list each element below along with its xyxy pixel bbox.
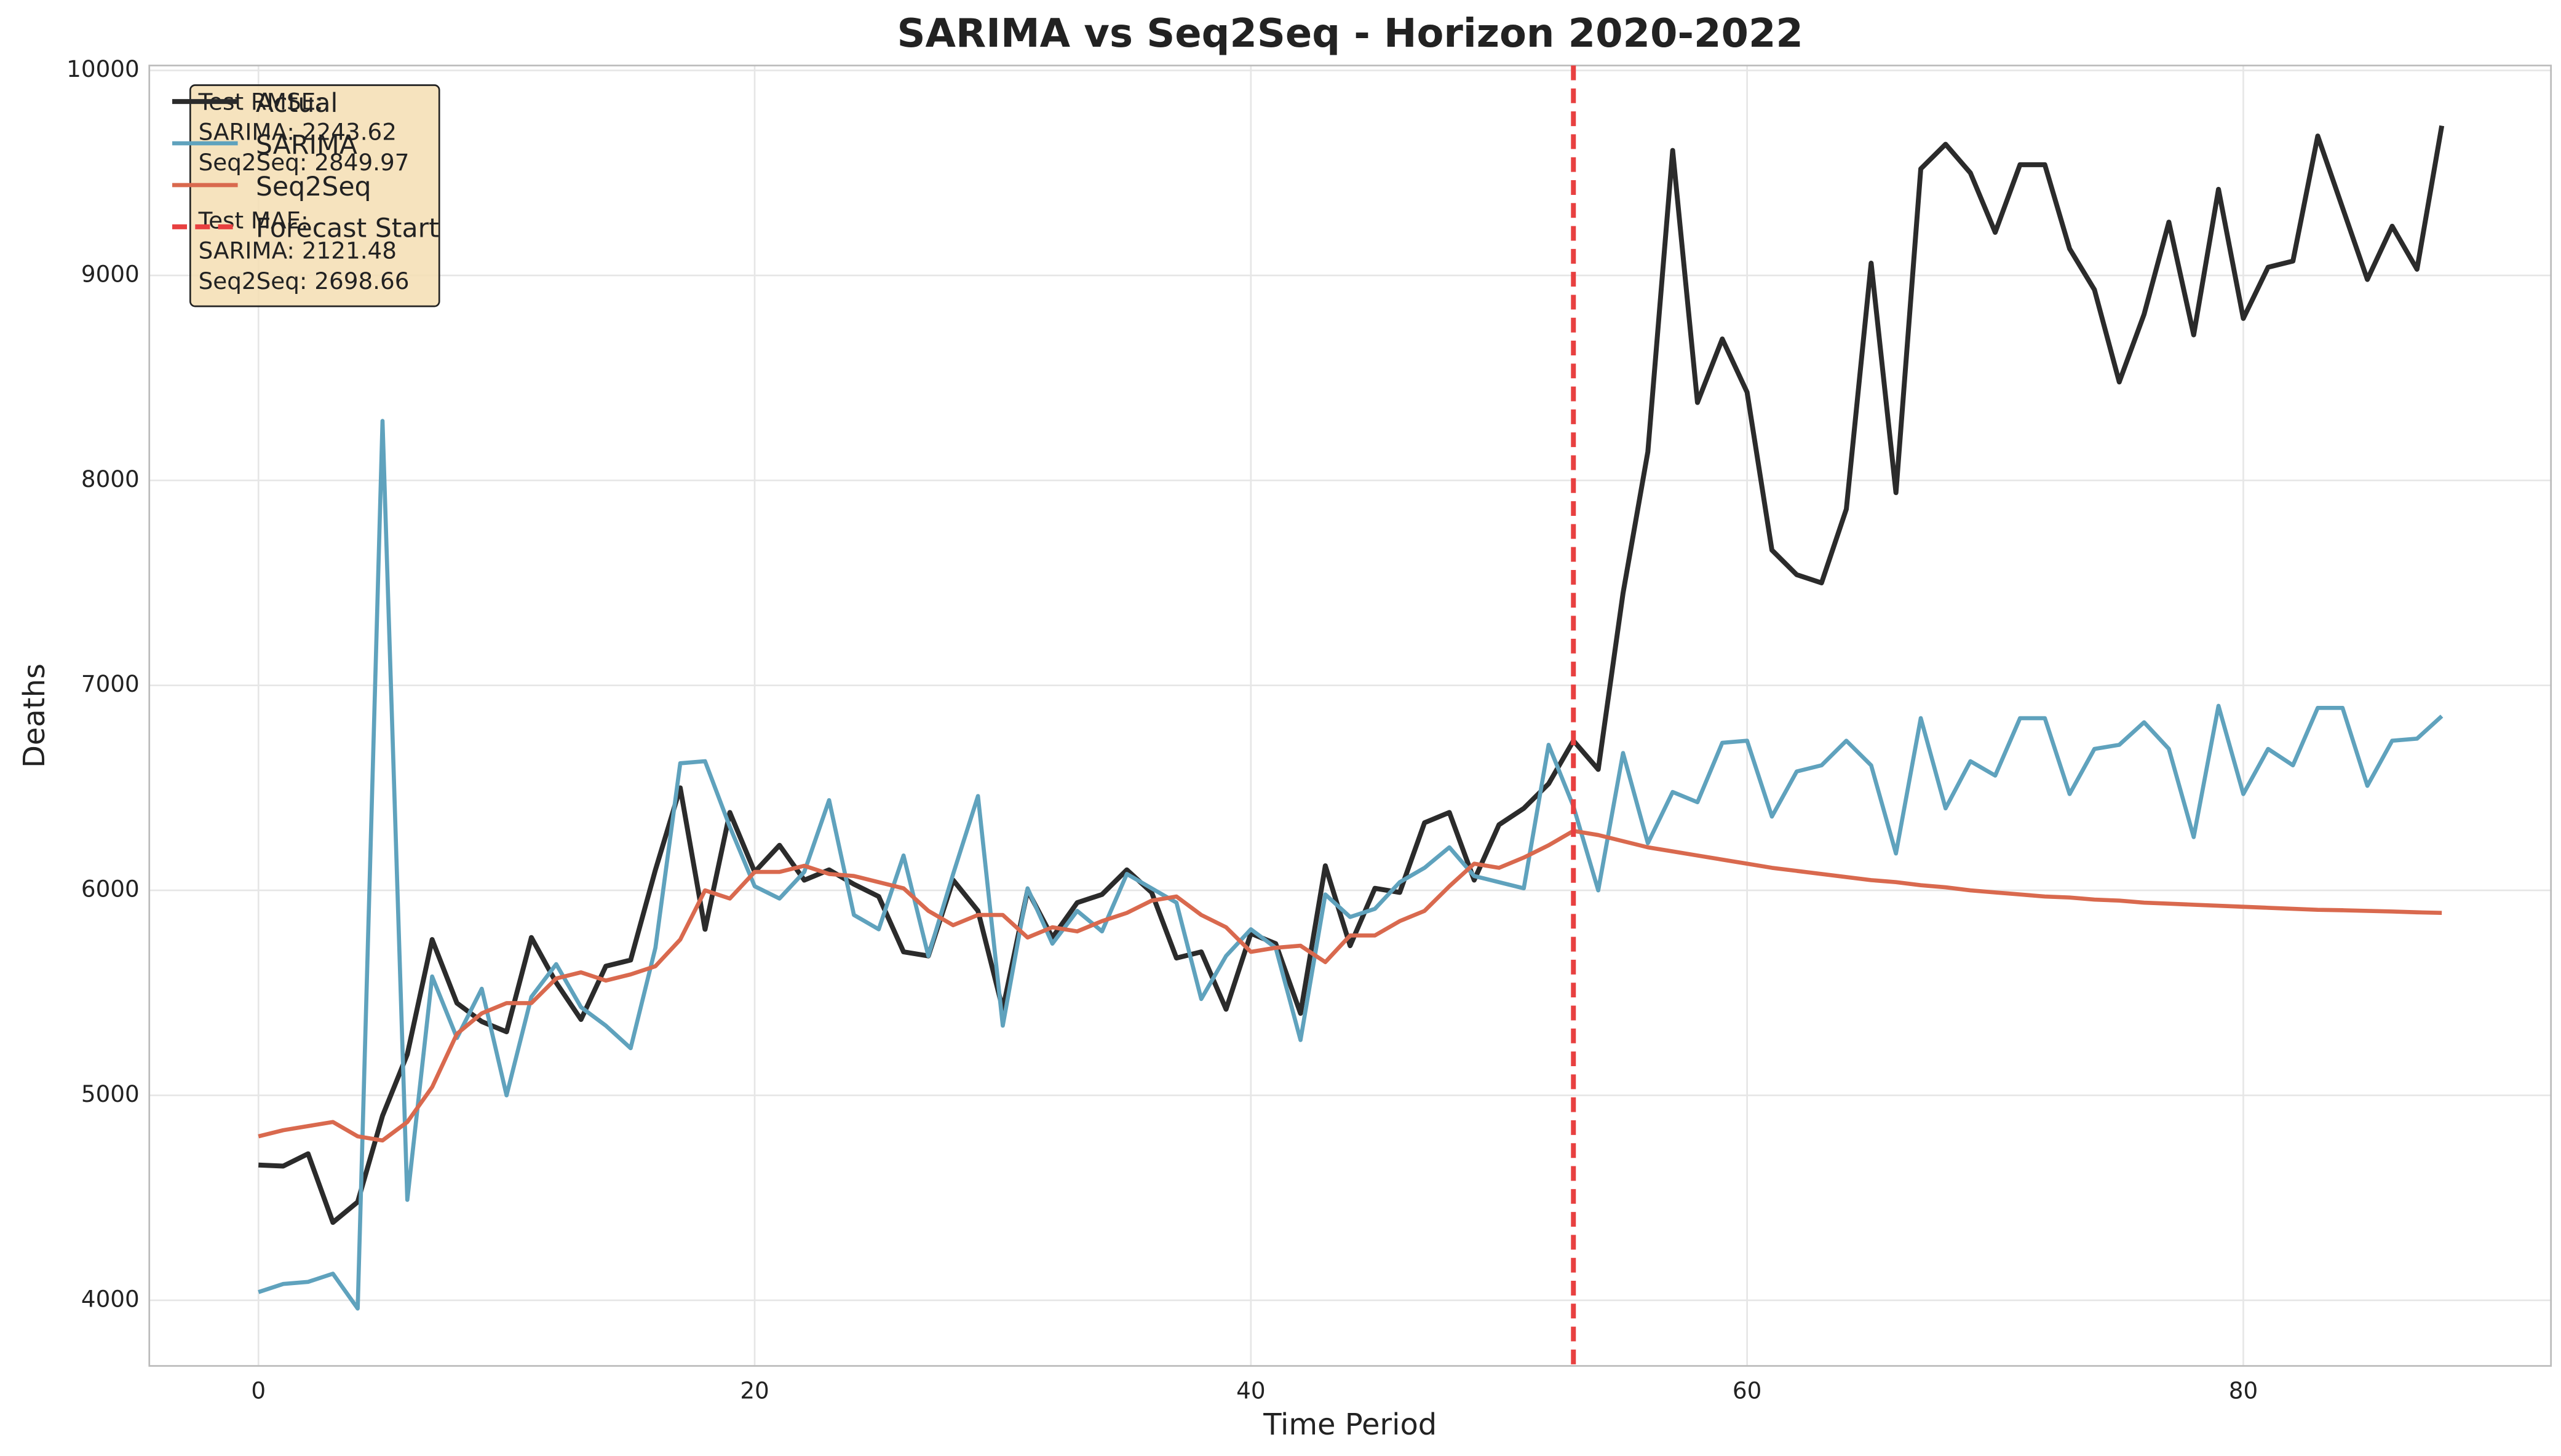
- y-tick-label: 7000: [81, 670, 140, 697]
- x-tick-label: 20: [740, 1377, 769, 1404]
- y-tick-label: 6000: [81, 876, 140, 903]
- series-line: [258, 125, 2445, 1225]
- annotation-text: SARIMA: 2121.48: [199, 237, 397, 264]
- legend-label: Seq2Seq: [256, 172, 371, 202]
- axes-frame: [148, 65, 2552, 1367]
- annotation-text: Seq2Seq: 2849.97: [199, 149, 410, 176]
- x-tick-label: 60: [1733, 1377, 1761, 1404]
- series-line: [258, 829, 2442, 1143]
- y-tick-label: 8000: [81, 465, 140, 493]
- y-tick-label: 5000: [81, 1080, 140, 1107]
- x-tick-label: 0: [251, 1377, 266, 1404]
- y-tick-label: 10000: [66, 55, 140, 82]
- annotation-title: Test MAE:: [198, 207, 309, 234]
- y-tick-label: 9000: [81, 260, 140, 287]
- annotation-box: [189, 84, 440, 307]
- y-tick-label: 4000: [81, 1285, 140, 1312]
- annotation-text: Seq2Seq: 2698.66: [199, 267, 410, 295]
- chart-title: SARIMA vs Seq2Seq - Horizon 2020-2022: [897, 11, 1803, 57]
- legend-label: Forecast Start: [256, 213, 439, 244]
- y-axis-label: Deaths: [18, 663, 52, 768]
- plot-area: 4000 5000 6000 7000 8000 9000 10000 0 20 40 60 80 Te…: [66, 55, 2552, 1404]
- annotation-text: SARIMA: 2243.62: [199, 119, 397, 146]
- legend-label: Actual: [256, 88, 338, 119]
- x-tick-label: 80: [2229, 1377, 2258, 1404]
- series-line: [258, 419, 2444, 1311]
- legend-label: SARIMA: [256, 130, 357, 160]
- x-axis-label: Time Period: [1263, 1408, 1437, 1442]
- x-tick-label: 40: [1236, 1377, 1265, 1404]
